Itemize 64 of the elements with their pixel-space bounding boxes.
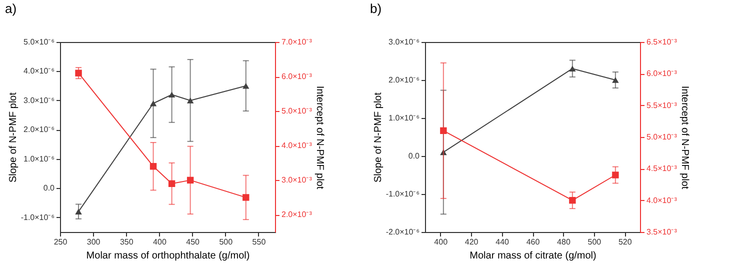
point: [569, 196, 576, 204]
point: [75, 70, 82, 76]
y2-tick-label: 4.5×10⁻³: [646, 164, 678, 174]
y-tick-label: 1.0×10⁻⁶: [388, 114, 420, 122]
y2-tick-label: 6.0×10⁻³: [282, 72, 312, 82]
y-tick-label: 2.0×10⁻⁶: [388, 76, 420, 84]
y-tick-label: -1.0×10⁻⁶: [20, 212, 54, 222]
point: [242, 82, 250, 89]
y2-tick-label: 4.0×10⁻³: [282, 141, 312, 150]
y2-tick-label: 7.0×10⁻³: [282, 38, 312, 46]
y2-tick-label: 3.0×10⁻³: [282, 176, 312, 185]
x-tick-label: 400: [153, 238, 167, 246]
x-tick-label: 520: [618, 238, 632, 246]
y2-tick-label: 6.0×10⁻³: [646, 69, 678, 78]
x-tick-label: 440: [496, 238, 510, 246]
y-tick-label: 3.0×10⁻⁶: [388, 38, 420, 46]
y2-tick-label: 6.5×10⁻³: [646, 38, 678, 46]
y2-tick-label: 4.0×10⁻³: [646, 196, 678, 205]
point: [242, 194, 250, 201]
y-tick-label: 4.0×10⁻⁶: [24, 66, 54, 76]
x-tick-label: 550: [252, 238, 266, 246]
x-tick-label: 250: [54, 238, 68, 246]
x-tick-label: 480: [557, 238, 571, 246]
y-tick-label: 1.0×10⁻⁶: [24, 154, 54, 164]
point: [168, 180, 176, 187]
y2-axis-title: Intercept of N-PMF plot: [678, 86, 690, 190]
point: [440, 149, 447, 156]
y-axis-title: Slope of N-PMF plot: [372, 92, 384, 183]
y2-tick-label: 3.5×10⁻³: [646, 228, 678, 236]
y2-tick-label: 5.5×10⁻³: [646, 100, 678, 110]
chart-title: a): [5, 1, 17, 16]
point: [612, 172, 619, 178]
point: [440, 127, 447, 134]
point: [75, 208, 82, 214]
y-tick-label: 2.0×10⁻⁶: [24, 125, 54, 134]
chart-title: b): [370, 1, 382, 16]
point: [186, 98, 194, 104]
point: [612, 77, 619, 83]
x-tick-label: 500: [219, 238, 234, 246]
x-tick-label: 500: [588, 238, 602, 246]
x-tick-label: 350: [120, 238, 134, 246]
point: [168, 92, 176, 98]
y-axis-title: Slope of N-PMF plot: [8, 92, 19, 183]
x-axis-title: Molar mass of orthophthalate (g/mol): [86, 250, 250, 262]
x-axis-title: Molar mass of citrate (g/mol): [470, 250, 596, 262]
x-tick-label: 400: [434, 238, 448, 246]
y2-tick-label: 5.0×10⁻³: [282, 106, 312, 116]
y-tick-label: 0.0: [43, 184, 56, 193]
y-tick-label: -1.0×10⁻⁶: [386, 190, 420, 198]
y2-axis-title: Intercept of N-PMF plot: [314, 86, 325, 190]
y-tick-label: 0.0: [408, 152, 420, 160]
point: [150, 163, 157, 170]
y-tick-label: 5.0×10⁻⁶: [24, 38, 54, 46]
x-tick-label: 460: [526, 238, 540, 246]
y2-tick-label: 5.0×10⁻³: [646, 132, 678, 142]
y-tick-label: -2.0×10⁻⁶: [386, 228, 420, 236]
point: [150, 100, 157, 106]
point: [186, 176, 194, 184]
x-tick-label: 420: [464, 238, 479, 246]
y2-tick-label: 2.0×10⁻³: [282, 210, 312, 220]
x-tick-label: 450: [186, 238, 200, 246]
x-tick-label: 300: [86, 238, 101, 246]
point: [569, 66, 576, 72]
y-tick-label: 3.0×10⁻⁶: [24, 96, 54, 105]
